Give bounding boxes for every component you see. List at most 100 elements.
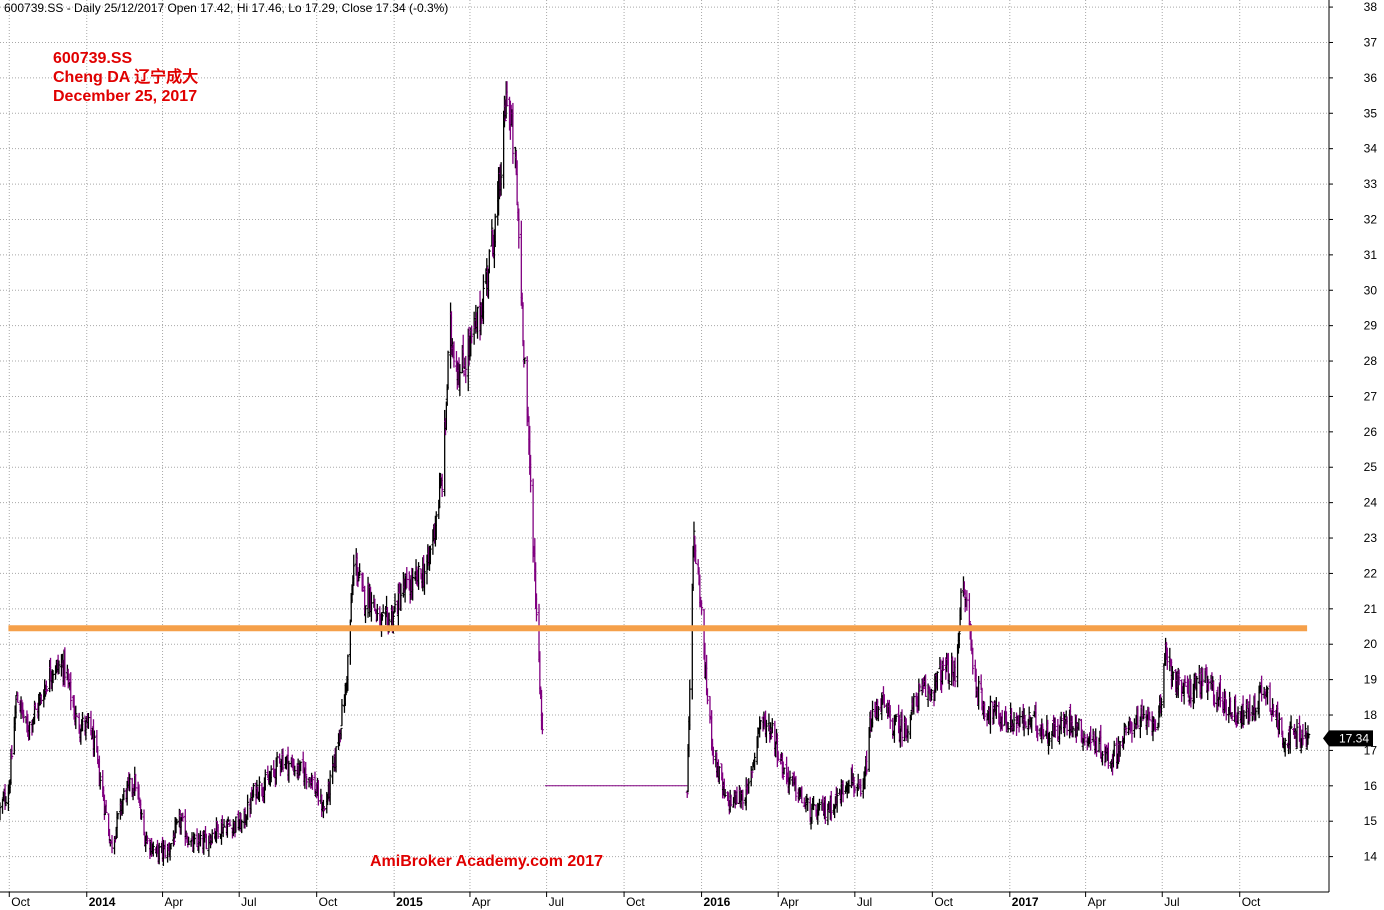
price-bar [1041,728,1045,740]
price-bar [417,562,421,590]
price-bar [328,770,332,806]
y-tick-label: 20 [1364,637,1378,651]
price-bar [1195,675,1199,698]
price-bar [1047,731,1051,746]
price-bar [717,766,721,785]
price-bar [240,819,244,834]
price-bar [358,563,362,576]
price-bar [464,355,468,384]
price-bar [216,824,220,839]
price-bar [906,725,910,743]
price-bar [399,583,403,612]
price-bar [853,785,857,794]
price-bar [269,765,273,783]
price-bar [909,711,913,721]
price-bar [823,796,827,824]
price-bar [983,701,987,721]
price-bar [1130,722,1134,743]
price-bar [729,794,733,807]
price-bar [794,775,798,801]
price-bar [16,692,20,703]
x-tick-label: Jul [549,895,564,909]
price-bar [334,746,338,773]
price-bar [1262,686,1266,699]
y-tick-label: 17 [1364,743,1378,757]
price-bar [0,802,2,821]
price-bar [234,816,238,833]
price-bar [69,672,73,711]
price-bar [534,593,538,622]
y-tick-label: 14 [1364,850,1378,864]
price-bar [307,777,311,788]
x-tick-label: Jul [857,895,872,909]
y-tick-label: 38 [1364,0,1378,14]
price-bar [829,790,833,821]
price-bar [346,654,350,691]
price-bar [4,796,8,807]
price-bar [193,833,197,845]
price-bar [440,473,444,498]
price-bar [806,797,810,811]
price-bar [888,705,892,729]
price-bar [529,454,533,493]
y-tick-label: 19 [1364,673,1378,687]
price-bar [364,605,368,624]
price-bar [299,761,303,772]
price-bar [781,761,785,780]
annotation-name: Cheng DA 辽宁成大 [53,67,198,86]
price-bar [750,770,754,779]
price-bar [1277,712,1281,735]
price-bar [1183,675,1187,687]
x-tick-label: Oct [11,895,30,909]
price-bar [1289,715,1293,729]
y-tick-label: 26 [1364,425,1378,439]
y-tick-label: 28 [1364,354,1378,368]
price-bar [487,249,491,274]
price-bar [1283,737,1287,757]
price-bar [263,769,267,791]
price-bar [428,545,432,565]
price-bar [1036,725,1040,742]
price-bar [1230,712,1234,721]
y-tick-label: 30 [1364,283,1378,297]
y-tick-label: 21 [1364,602,1378,616]
price-bar [257,776,261,803]
price-bar [380,613,384,621]
price-bar [788,770,792,785]
price-bar [393,593,397,613]
price-bar [81,712,85,732]
x-tick-label: 2014 [89,895,116,909]
price-bar [865,750,869,775]
price-bar [163,840,167,859]
annotation-symbol: 600739.SS [53,50,133,67]
price-bar [75,714,79,718]
price-bar [1189,679,1193,708]
price-bar [1015,712,1019,736]
price-bar [918,683,922,692]
price-bar [54,665,58,680]
price-bar [747,778,751,794]
y-tick-label: 29 [1364,319,1378,333]
price-bar [1112,740,1116,757]
x-tick-label: Oct [1242,895,1261,909]
price-bar [499,162,503,196]
x-tick-label: 2015 [396,895,423,909]
price-bar [812,796,816,811]
price-bar [1024,722,1028,729]
price-bar [1207,679,1211,692]
price-bar [74,705,78,730]
price-bar [116,813,120,820]
price-bar [310,774,314,790]
price-bar [711,746,715,765]
price-bar [1059,711,1063,735]
price-bar [476,306,480,339]
chart-header: 600739.SS - Daily 25/12/2017 Open 17.42,… [4,1,448,15]
x-axis-ticks: Oct 2014 Apr Jul Oct 2015 Apr Jul Oct 2016 Apr Jul O… [8,892,1261,909]
price-bar [255,779,259,799]
price-bar [1295,719,1299,750]
y-tick-label: 25 [1364,460,1378,474]
x-tick-label: 2017 [1012,895,1039,909]
price-bar [92,730,96,757]
